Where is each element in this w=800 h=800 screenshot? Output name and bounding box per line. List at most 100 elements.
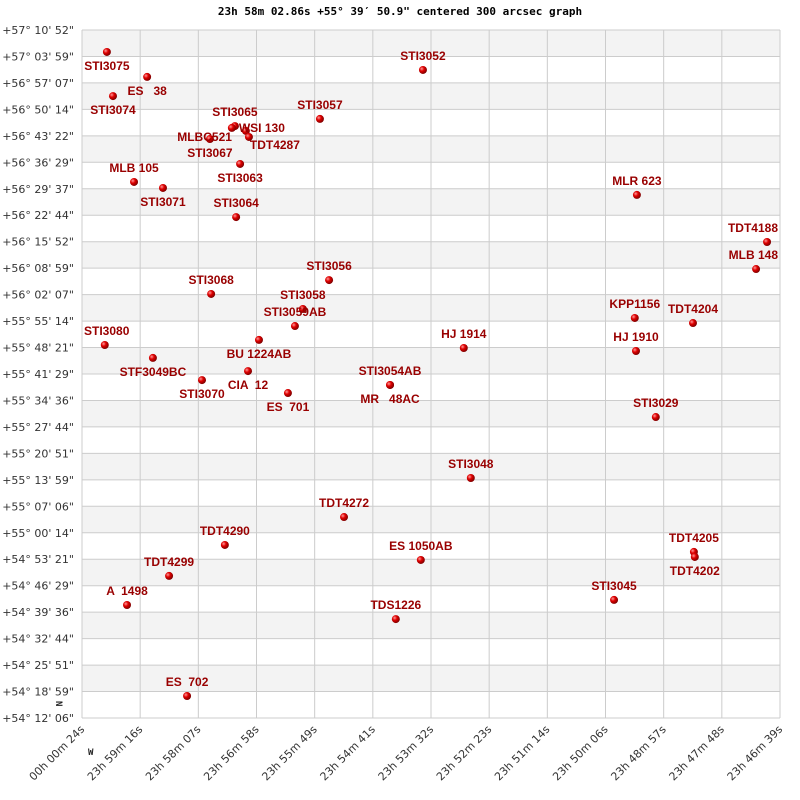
star-points — [100, 47, 772, 700]
star-labels: STI3075 ES 38 STI3074 STI3052 STI3057 STI3065… — [84, 49, 778, 689]
star-label: TDT4287 — [250, 138, 300, 152]
star-marker — [631, 346, 640, 355]
star-marker — [688, 319, 697, 328]
star-marker — [325, 276, 334, 285]
star-label: STI3068 — [188, 273, 234, 287]
star-label: HJ 1914 — [441, 327, 487, 341]
star-label: A 1498 — [106, 584, 148, 598]
star-marker — [158, 183, 167, 192]
star-marker — [315, 114, 324, 123]
star-label: STI3048 — [448, 457, 494, 471]
chart-title: 23h 58m 02.86s +55° 39′ 50.9" centered 3… — [217, 5, 583, 18]
star-label: MLB 105 — [109, 161, 159, 175]
star-marker — [123, 601, 132, 610]
x-tick-label: 00h 00m 24s — [27, 723, 88, 784]
star-marker — [165, 571, 174, 580]
star-label: TDT4202 — [670, 564, 720, 578]
y-tick-label: +55° 48' 21" — [2, 342, 74, 355]
x-tick-label: 23h 59m 16s — [85, 723, 146, 784]
star-marker — [244, 367, 253, 376]
y-tick-label: +55° 13' 59" — [2, 474, 74, 487]
x-tick-label: 23h 53m 32s — [376, 723, 437, 784]
star-label: TDS1226 — [370, 598, 421, 612]
y-tick-label: +54° 32' 44" — [2, 633, 74, 646]
y-tick-label: +54° 53' 21" — [2, 553, 74, 566]
x-tick-label: 23h 48m 57s — [608, 723, 669, 784]
y-axis-ticks: +57° 10' 52" +57° 03' 59" +56° 57' 07" +56°… — [2, 24, 74, 725]
star-marker — [108, 92, 117, 101]
y-tick-label: +54° 12' 06" — [2, 712, 74, 725]
star-marker — [690, 552, 699, 561]
west-marker: W — [88, 748, 94, 758]
x-tick-label: 23h 56m 58s — [201, 723, 262, 784]
star-marker — [340, 513, 349, 522]
x-tick-label: 23h 50m 06s — [550, 723, 611, 784]
star-marker — [632, 190, 641, 199]
star-label: TDT4299 — [144, 555, 194, 569]
north-marker: N — [53, 701, 63, 706]
x-tick-label: 23h 47m 48s — [667, 723, 728, 784]
y-tick-label: +55° 41' 29" — [2, 368, 74, 381]
star-label: BU 1224AB — [227, 347, 292, 361]
star-label: WSI 130 — [239, 121, 285, 135]
star-label: STI3059AB — [264, 305, 327, 319]
star-marker — [298, 304, 307, 313]
star-marker — [283, 389, 292, 398]
y-tick-label: +56° 36' 29" — [2, 156, 74, 169]
star-marker — [459, 343, 468, 352]
star-label: MLBC521 — [177, 130, 232, 144]
star-label: STI3075 — [84, 59, 130, 73]
star-label: STF3049BC — [120, 365, 187, 379]
star-marker — [227, 123, 236, 132]
star-marker — [752, 265, 761, 274]
star-label: TDT4272 — [319, 496, 369, 510]
y-tick-label: +55° 27' 44" — [2, 421, 74, 434]
star-label: TDT4188 — [728, 221, 778, 235]
star-marker — [418, 65, 427, 74]
star-marker — [630, 313, 639, 322]
star-label: STI3064 — [213, 196, 259, 210]
star-label: STI3074 — [90, 103, 136, 117]
y-tick-label: +54° 46' 29" — [2, 580, 74, 593]
gridlines — [81, 29, 781, 719]
star-label: HJ 1910 — [613, 330, 659, 344]
star-marker — [148, 353, 157, 362]
star-marker — [207, 289, 216, 298]
star-label: ES 1050AB — [389, 539, 453, 553]
y-tick-label: +55° 20' 51" — [2, 447, 74, 460]
star-marker — [244, 132, 253, 141]
star-label: ES 702 — [166, 675, 209, 689]
x-tick-label: 23h 46m 39s — [725, 723, 786, 784]
star-marker — [220, 540, 229, 549]
x-tick-label: 23h 54m 41s — [318, 723, 379, 784]
star-label: STI3058 — [280, 288, 326, 302]
star-label: MLB 148 — [729, 248, 779, 262]
y-tick-label: +54° 18' 59" — [2, 686, 74, 699]
star-marker — [763, 238, 772, 247]
y-tick-label: +56° 22' 44" — [2, 209, 74, 222]
star-label: STI3054AB — [359, 364, 422, 378]
star-label: STI3065 — [212, 105, 258, 119]
star-marker — [254, 335, 263, 344]
star-label: STI3080 — [84, 324, 130, 338]
star-label: MR 48AC — [360, 392, 420, 406]
y-tick-label: +56° 15' 52" — [2, 236, 74, 249]
star-marker — [241, 126, 250, 135]
y-tick-label: +54° 39' 36" — [2, 606, 74, 619]
star-marker — [466, 474, 475, 483]
star-marker — [100, 340, 109, 349]
star-marker — [290, 322, 299, 331]
star-label: STI3056 — [306, 259, 352, 273]
star-marker — [102, 47, 111, 56]
y-tick-label: +55° 00' 14" — [2, 527, 74, 540]
star-label: STI3045 — [591, 579, 637, 593]
star-marker — [183, 691, 192, 700]
y-tick-label: +56° 29' 37" — [2, 183, 74, 196]
star-label: STI3070 — [179, 387, 225, 401]
star-label: STI3057 — [297, 98, 343, 112]
star-label: STI3063 — [217, 171, 263, 185]
star-label: KPP1156 — [609, 297, 660, 311]
y-tick-label: +57° 10' 52" — [2, 24, 74, 37]
